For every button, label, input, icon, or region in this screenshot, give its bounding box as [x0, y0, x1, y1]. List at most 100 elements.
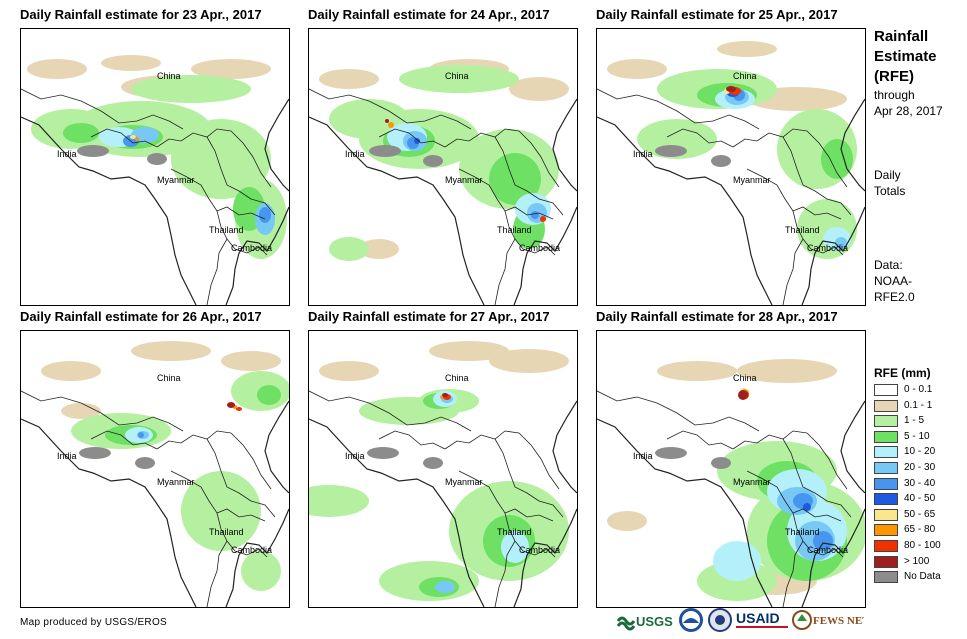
rainfall-area [135, 137, 139, 141]
coastline [264, 98, 289, 192]
india-label: India [57, 451, 77, 461]
rainfall-area [414, 138, 420, 144]
rainfall-area [63, 123, 99, 143]
coastline [21, 418, 197, 607]
india-label: India [345, 451, 365, 461]
coastline [21, 116, 197, 305]
data-label: Data: [874, 258, 903, 272]
legend-item: 20 - 30 [874, 461, 964, 477]
rfe-title-line: (RFE) [874, 68, 914, 85]
rfe-title: Rainfall Estimate (RFE) [874, 27, 937, 87]
legend-label: 65 - 80 [904, 524, 936, 536]
country-border [732, 430, 808, 450]
myanmar-label: Myanmar [733, 175, 771, 185]
rainfall-area [131, 341, 211, 361]
rainfall-area [241, 551, 281, 591]
china-label: China [157, 373, 181, 383]
coastline [225, 508, 289, 607]
rainfall-area [309, 485, 369, 517]
country-border [216, 512, 268, 558]
rainfall-area [359, 239, 399, 259]
legend-swatch [874, 524, 898, 537]
legend-swatch [874, 571, 898, 584]
country-border [782, 438, 852, 518]
usaid-logo: USAID [736, 607, 790, 633]
legend-item: 5 - 10 [874, 430, 964, 446]
myanmar-label: Myanmar [157, 477, 195, 487]
country-border [230, 432, 272, 490]
rainfall-area [423, 155, 443, 167]
country-border [666, 128, 734, 148]
myanmar-label: Myanmar [445, 175, 483, 185]
country-border [21, 390, 184, 432]
panel-title: Daily Rainfall estimate for 25 Apr., 201… [596, 7, 838, 22]
rainfall-area [131, 75, 251, 103]
coastline [309, 418, 485, 607]
rainfall-area [813, 531, 833, 551]
cambodia-label: Cambodia [807, 243, 849, 253]
legend-swatch [874, 493, 898, 506]
data-source-line: RFE2.0 [874, 290, 915, 304]
rainfall-area [655, 145, 687, 157]
india-label: India [57, 149, 77, 159]
thailand-label: Thailand [785, 225, 820, 235]
rainfall-area [221, 351, 281, 371]
rainfall-area [657, 361, 737, 381]
country-border [90, 430, 158, 450]
rfe-title-line: Estimate [874, 48, 937, 65]
rainfall-area [147, 153, 167, 165]
rainfall-area [509, 77, 569, 101]
rainfall-area [531, 211, 539, 219]
rainfall-area [227, 402, 235, 408]
china-label: China [733, 373, 757, 383]
totals-label: Totals [874, 184, 906, 198]
daily-totals-text: Daily Totals [874, 167, 905, 199]
thailand-label: Thailand [785, 527, 820, 537]
coastline [801, 508, 865, 607]
map-canvas [309, 341, 577, 607]
legend-swatch [874, 539, 898, 552]
country-border [216, 210, 268, 256]
thailand-label: Thailand [209, 225, 244, 235]
panel-title: Daily Rainfall estimate for 28 Apr., 201… [596, 309, 838, 324]
country-border [156, 430, 232, 450]
country-border [21, 88, 184, 130]
coastline [552, 98, 577, 192]
legend-item: 0.1 - 1 [874, 399, 964, 415]
country-border [504, 210, 556, 256]
legend-title: RFE (mm) [874, 366, 931, 380]
legend-rows: 0 - 0.1 0.1 - 1 1 - 5 5 - 10 10 - 20 20 - 30 3… [874, 383, 964, 586]
usgs-logo: USGS [616, 607, 674, 633]
country-border [597, 88, 760, 130]
rainfall-area [726, 86, 736, 92]
rainfall-area [319, 361, 379, 381]
legend-swatch [874, 477, 898, 490]
legend-item: 50 - 65 [874, 508, 964, 524]
panel-title: Daily Rainfall estimate for 26 Apr., 201… [20, 309, 262, 324]
coastline [513, 508, 577, 607]
coastline [597, 418, 773, 607]
country-border [792, 210, 844, 256]
china-label: China [445, 373, 469, 383]
coastline [840, 400, 865, 494]
legend-label: 1 - 5 [904, 415, 925, 427]
country-border [378, 128, 446, 148]
thailand-label: Thailand [209, 527, 244, 537]
map-canvas [597, 359, 865, 607]
rainfall-map: China India Myanmar Thailand Cambodia [596, 28, 866, 306]
country-border [518, 432, 560, 490]
coastline [225, 206, 289, 305]
agency-logos: USGS USAID FEWS NET [616, 607, 870, 635]
myanmar-label: Myanmar [733, 477, 771, 487]
rainfall-area [236, 407, 242, 411]
legend-item: > 100 [874, 555, 964, 571]
rainfall-area [821, 139, 853, 179]
rainfall-map: China India Myanmar Thailand Cambodia [20, 330, 290, 608]
rainfall-area [711, 155, 731, 167]
legend-item: 0 - 0.1 [874, 383, 964, 399]
panel-title: Daily Rainfall estimate for 24 Apr., 201… [308, 7, 550, 22]
rainfall-area [369, 145, 401, 157]
country-border [494, 438, 564, 518]
rainfall-area [388, 122, 394, 128]
country-border [494, 238, 516, 305]
